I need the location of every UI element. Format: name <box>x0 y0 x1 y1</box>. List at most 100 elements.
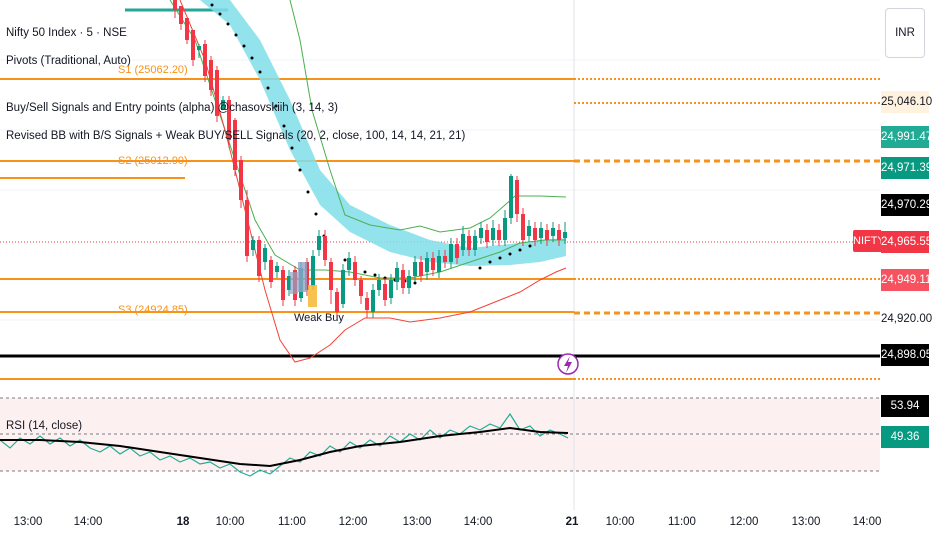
price-tag-trail: 24,970.29 <box>881 194 932 216</box>
pivot-lines <box>0 78 574 380</box>
candle-body <box>173 0 177 10</box>
currency-button[interactable]: INR <box>885 8 925 58</box>
price-tag-bb-upper: 24,991.47 <box>881 126 932 148</box>
candle-body <box>275 266 279 272</box>
time-axis-label: 11:00 <box>278 516 306 528</box>
candle-body <box>491 228 495 240</box>
candle-body <box>221 100 225 110</box>
candle-body <box>419 262 423 276</box>
candle-body <box>395 268 399 282</box>
candle-body <box>239 160 243 200</box>
candle-body <box>281 270 285 300</box>
candle-body <box>323 236 327 260</box>
rsi-levels <box>0 397 880 472</box>
candle-body <box>197 46 201 50</box>
candle-body <box>245 200 249 256</box>
pivot-label-s2: S2 (25012.90) <box>118 155 188 167</box>
candle-body <box>455 244 459 258</box>
time-axis-label: 13:00 <box>791 516 821 528</box>
candle-body <box>557 230 561 240</box>
candle-body <box>365 298 369 310</box>
candle-body <box>209 60 213 90</box>
lightning-icon[interactable] <box>557 353 579 375</box>
symbol-title[interactable]: Nifty 50 Index · 5 · NSE <box>6 27 127 39</box>
candles <box>173 0 567 318</box>
indicator-revised-bb[interactable]: Revised BB with B/S Signals + Weak BUY/S… <box>6 130 466 142</box>
candle-body <box>521 214 525 240</box>
time-axis-label: 10:00 <box>215 516 245 528</box>
candle-body <box>329 262 333 290</box>
candle-body <box>185 18 189 40</box>
candle-body <box>425 258 429 272</box>
candle-body <box>317 236 321 250</box>
time-axis-label: 10:00 <box>605 516 635 528</box>
candle-body <box>479 228 483 238</box>
indicator-buysell[interactable]: Buy/Sell Signals and Entry points (alpha… <box>6 102 338 114</box>
time-axis-label: 12:00 <box>338 516 368 528</box>
pivot-projections <box>574 78 880 380</box>
indicator-pivots[interactable]: Pivots (Traditional, Auto) <box>6 55 131 67</box>
candle-body <box>179 6 183 24</box>
time-axis-label: 14:00 <box>463 516 493 528</box>
price-axis-label: 24,920.00 <box>881 308 932 330</box>
candle-body <box>437 256 441 272</box>
candle-body <box>203 44 207 76</box>
time-axis-label: 13:00 <box>13 516 43 528</box>
rsi-ma <box>0 426 569 468</box>
time-axis-label: 14:00 <box>852 516 882 528</box>
candle-body <box>539 228 543 238</box>
trend-cloud <box>200 0 566 266</box>
price-tag-last: 24,965.55 <box>881 231 932 253</box>
price-tag-signal: 24,971.39 <box>881 157 932 179</box>
candle-body <box>551 228 555 236</box>
candle-body <box>341 270 345 304</box>
candle-body <box>467 236 471 250</box>
candle-body <box>431 258 435 270</box>
candle-body <box>473 236 477 250</box>
symbol-tag: NIFTY <box>853 230 885 252</box>
pivot-label-s1: S1 (25062.20) <box>118 64 188 76</box>
candle-body <box>233 120 237 170</box>
candle-body <box>335 292 339 312</box>
candle-body <box>269 260 273 282</box>
rsi-tag-value: 49.36 <box>881 426 929 448</box>
candle-body <box>461 234 465 250</box>
candle-body <box>503 218 507 240</box>
grid <box>0 59 880 321</box>
time-axis-label: 11:00 <box>668 516 696 528</box>
candle-body <box>413 262 417 276</box>
candle-body <box>383 284 387 300</box>
candle-body <box>533 228 537 240</box>
price-tag-support: 24,898.05 <box>881 344 932 366</box>
candle-body <box>515 180 519 214</box>
candle-body <box>545 230 549 240</box>
time-axis-label: 14:00 <box>73 516 103 528</box>
candle-body <box>371 290 375 312</box>
price-tag-bb-lower: 24,949.11 <box>881 269 931 291</box>
candle-body <box>401 270 405 288</box>
time-axis-label: 21 <box>565 516 579 528</box>
time-axis-label: 12:00 <box>729 516 759 528</box>
time-axis-label: 18 <box>176 516 190 528</box>
candle-body <box>443 256 447 262</box>
candle-body <box>485 230 489 242</box>
candle-body <box>377 280 381 290</box>
candle-body <box>347 258 351 270</box>
rsi-tag-ma: 53.94 <box>881 395 929 417</box>
time-axis-label: 13:00 <box>402 516 432 528</box>
candle-body <box>509 176 513 218</box>
candle-body <box>563 232 567 238</box>
pivot-label-s3: S3 (24924.85) <box>118 304 188 316</box>
candle-body <box>227 100 231 140</box>
candle-body <box>311 256 315 286</box>
candle-body <box>257 240 261 276</box>
candle-body <box>497 230 501 240</box>
price-tag-pivot: 25,046.10 <box>881 91 932 113</box>
candle-body <box>263 248 267 262</box>
candle-body <box>251 240 255 250</box>
candle-body <box>287 276 291 290</box>
candle-body <box>359 280 363 296</box>
candle-body <box>449 244 453 262</box>
rsi-legend[interactable]: RSI (14, close) <box>6 420 83 432</box>
